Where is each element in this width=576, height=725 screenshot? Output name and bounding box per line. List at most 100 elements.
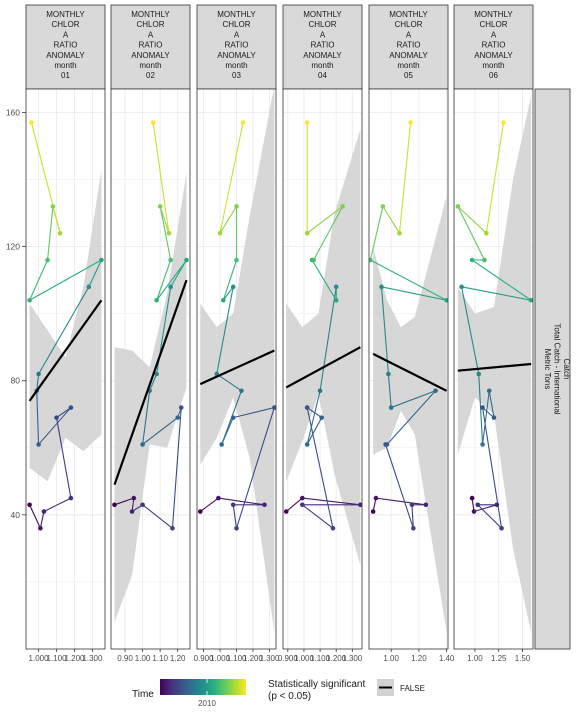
path-segment	[29, 259, 49, 301]
trend-line	[457, 362, 532, 372]
data-point	[150, 120, 156, 125]
facet-panel-6: MONTHLY CHLOR A RATIO ANOMALY month 06 1.00 1.25…	[453, 4, 534, 663]
path-segment	[380, 286, 389, 375]
path-segment	[55, 417, 72, 499]
path-segment	[319, 286, 337, 391]
data-point	[319, 415, 324, 420]
data-point	[29, 120, 34, 125]
data-point	[216, 495, 221, 501]
data-point	[170, 525, 175, 531]
x-tick-label: 1.25	[491, 654, 507, 663]
path-segment	[478, 374, 484, 445]
x-tick-label: 1.100	[47, 654, 68, 663]
data-point	[469, 495, 475, 501]
data-point	[386, 371, 391, 377]
path-segment	[471, 259, 532, 301]
data-point	[178, 405, 184, 410]
path-segment	[306, 390, 321, 445]
x-tick-label: 1.40	[439, 654, 455, 663]
data-point	[230, 415, 236, 420]
path-segment	[306, 205, 343, 234]
path-segment	[482, 390, 490, 445]
path-segment	[232, 504, 238, 529]
x-tick-label: 1.300	[342, 654, 363, 663]
facet-strip-label: MONTHLY CHLOR A RATIO ANOMALY month 03	[217, 10, 256, 80]
data-point	[175, 415, 181, 420]
data-point	[491, 415, 497, 420]
panel-border	[25, 88, 106, 650]
path-segment	[390, 390, 436, 409]
data-point	[480, 405, 485, 410]
x-tick-label: 1.100	[226, 654, 247, 663]
data-point	[262, 502, 267, 508]
x-tick-label: 1.20	[411, 654, 427, 663]
data-point	[300, 502, 305, 508]
path-segment	[485, 122, 505, 234]
data-point	[370, 509, 376, 514]
confidence-ribbon	[286, 129, 361, 566]
data-point	[397, 230, 402, 236]
data-point	[272, 405, 276, 410]
data-point	[27, 297, 32, 303]
path-segment	[30, 122, 61, 234]
path-segment	[306, 417, 323, 445]
path-segment	[311, 259, 337, 301]
x-tick-label: 1.000	[29, 654, 50, 663]
path-segment	[152, 122, 170, 234]
path-segment	[461, 286, 480, 375]
path-segment	[302, 504, 334, 529]
path-segment	[473, 504, 497, 513]
confidence-ribbon	[200, 89, 275, 633]
facet-strip-label: MONTHLY CHLOR A RATIO ANOMALY month 06	[474, 10, 513, 80]
data-point	[484, 230, 489, 236]
data-point	[482, 257, 487, 263]
x-tick-label: 0.90	[117, 654, 133, 663]
x-tick-label: 1.50	[515, 654, 531, 663]
path-segment	[218, 497, 265, 506]
path-segment	[398, 122, 412, 234]
x-tick-label: 1.000	[210, 654, 231, 663]
path-segment	[387, 373, 392, 408]
path-segment	[38, 286, 90, 375]
path-segment	[477, 504, 502, 529]
data-point	[300, 495, 305, 501]
data-point	[230, 502, 236, 508]
facet-panel-1: MONTHLY CHLOR A RATIO ANOMALY month 01 1.0001.1…	[25, 4, 106, 663]
data-point	[217, 230, 223, 236]
data-point	[476, 371, 482, 377]
x-tick-label: 1.20	[170, 654, 186, 663]
path-segment	[149, 373, 158, 392]
y-tick-label: 160	[6, 107, 20, 117]
path-segment	[369, 206, 384, 261]
y-tick-label: 120	[6, 242, 20, 252]
path-segment	[114, 497, 135, 506]
path-segment	[381, 286, 447, 301]
data-point	[388, 405, 394, 410]
data-point	[304, 405, 310, 410]
path-segment	[36, 390, 40, 445]
path-segment	[216, 286, 234, 375]
data-point	[140, 442, 145, 447]
x-tick-label: 1.00	[383, 654, 399, 663]
facet-panel-5: MONTHLY CHLOR A RATIO ANOMALY month 05 1.00 1.20…	[368, 4, 455, 663]
path-segment	[156, 259, 187, 301]
data-point	[221, 297, 226, 303]
path-segment	[43, 497, 72, 513]
path-segment	[39, 511, 45, 529]
facet-panel-3: MONTHLY CHLOR A RATIO ANOMALY month 03 0.9001.0…	[194, 4, 280, 663]
data-point	[475, 502, 481, 508]
path-segment	[488, 390, 495, 418]
path-segment	[38, 407, 72, 445]
data-point	[99, 257, 104, 263]
path-segment	[142, 417, 179, 445]
data-point	[283, 509, 289, 514]
x-tick-label: 1.10	[152, 654, 168, 663]
x-tick-label: 0.900	[278, 654, 299, 663]
facet-strip	[453, 4, 534, 90]
legend-time-title: Time	[132, 689, 154, 700]
time-colorbar	[160, 679, 246, 695]
x-tick-label: 1.300	[259, 654, 280, 663]
path-segment	[156, 259, 172, 301]
data-point	[408, 120, 413, 125]
